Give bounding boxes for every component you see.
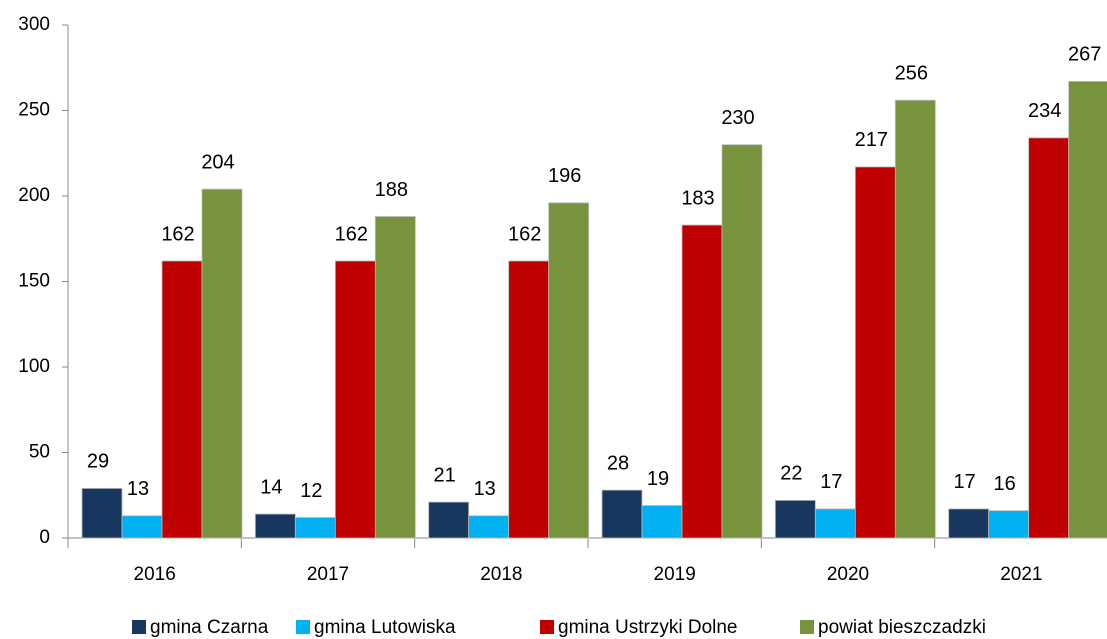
y-tick-label: 150 (18, 271, 50, 292)
y-tick-label: 0 (39, 527, 50, 548)
bar (721, 144, 763, 539)
data-label: 162 (508, 223, 541, 245)
y-tick-label: 100 (18, 356, 50, 377)
bar (988, 510, 1030, 539)
bar (774, 499, 816, 539)
data-label: 267 (1068, 44, 1101, 66)
legend-label: gmina Lutowiska (314, 617, 456, 638)
data-label: 230 (721, 107, 754, 129)
y-tick-label: 200 (18, 185, 50, 206)
bar (854, 166, 896, 539)
bar (681, 224, 723, 539)
bar (1068, 81, 1107, 539)
data-label: 14 (260, 476, 282, 498)
x-tick-label: 2016 (134, 564, 176, 585)
bar (254, 513, 296, 539)
data-label: 17 (820, 471, 842, 493)
bar (894, 99, 936, 539)
bar (641, 505, 683, 539)
bar (814, 508, 856, 539)
bar (428, 501, 470, 539)
bar (508, 260, 550, 539)
data-label: 12 (300, 480, 322, 502)
bar (548, 202, 590, 539)
legend-swatch (132, 620, 146, 634)
bar (468, 515, 510, 539)
data-label: 204 (201, 151, 234, 173)
data-label: 256 (895, 63, 928, 85)
legend-swatch (296, 620, 310, 634)
bar (161, 260, 203, 539)
data-label: 13 (474, 478, 496, 500)
bar (81, 488, 123, 539)
y-tick-label: 50 (29, 442, 50, 463)
data-label: 28 (607, 452, 629, 474)
x-tick-label: 2021 (1000, 564, 1042, 585)
legend-label: gmina Ustrzyki Dolne (558, 617, 738, 638)
legend-label: gmina Czarna (150, 617, 269, 638)
bar (1028, 137, 1070, 539)
data-label: 188 (375, 179, 408, 201)
x-tick-label: 2020 (827, 564, 869, 585)
data-label: 21 (434, 464, 456, 486)
y-tick-label: 300 (18, 14, 50, 35)
legend-label: powiat bieszczadzki (818, 617, 986, 638)
data-label: 234 (1028, 100, 1061, 122)
bar (374, 216, 416, 539)
y-tick-label: 250 (18, 100, 50, 121)
data-label: 16 (994, 473, 1016, 495)
bar (601, 489, 643, 539)
x-tick-label: 2018 (480, 564, 522, 585)
bar (121, 515, 163, 539)
data-label: 162 (161, 223, 194, 245)
bar (294, 517, 336, 539)
data-label: 217 (855, 129, 888, 151)
data-label: 13 (127, 478, 149, 500)
data-label: 29 (87, 451, 109, 473)
bar (201, 188, 243, 539)
x-tick-label: 2017 (307, 564, 349, 585)
bar (948, 508, 990, 539)
data-label: 17 (954, 471, 976, 493)
data-label: 22 (780, 463, 802, 485)
data-label: 162 (335, 223, 368, 245)
data-label: 183 (681, 187, 714, 209)
x-tick-label: 2019 (654, 564, 696, 585)
bar (334, 260, 376, 539)
legend-swatch (540, 620, 554, 634)
data-label: 19 (647, 468, 669, 490)
legend-swatch (800, 620, 814, 634)
data-label: 196 (548, 165, 581, 187)
